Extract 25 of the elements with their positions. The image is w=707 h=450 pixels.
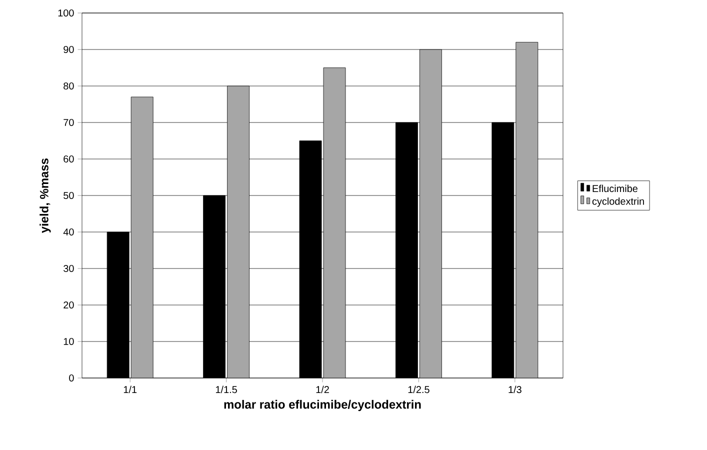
y-tick-label: 30 [64,264,74,272]
legend-label: Eflucimibe [592,184,638,192]
y-tick-label: 40 [63,228,74,236]
y-tick-label: 60 [64,155,74,163]
y-tick-label: 80 [64,82,74,90]
bar [516,42,538,378]
bar [420,49,442,378]
x-tick-label: 1/1.5 [216,386,237,394]
x-axis-title: molar ratio eflucimibe/cyclodextrin [224,400,421,412]
y-axis-title: yield, %mass [40,158,51,233]
y-tick-label: 70 [64,118,74,126]
y-tick-label: 90 [64,46,74,54]
y-tick-label: 100 [58,9,74,17]
legend-label: cyclodextrin [592,197,644,207]
bar [323,68,346,378]
x-tick-label: 1/2 [316,386,329,394]
bar [227,86,250,378]
y-tick-label: 20 [64,301,74,309]
bar [130,96,154,378]
y-tick-label: 0 [69,374,74,382]
x-tick-label: 1/3 [508,386,522,394]
x-tick-label: 1/2.5 [408,386,430,394]
y-tick-label: 10 [64,338,74,346]
y-tick-label: 50 [64,192,74,200]
x-tick-label: 1/1 [124,386,137,394]
